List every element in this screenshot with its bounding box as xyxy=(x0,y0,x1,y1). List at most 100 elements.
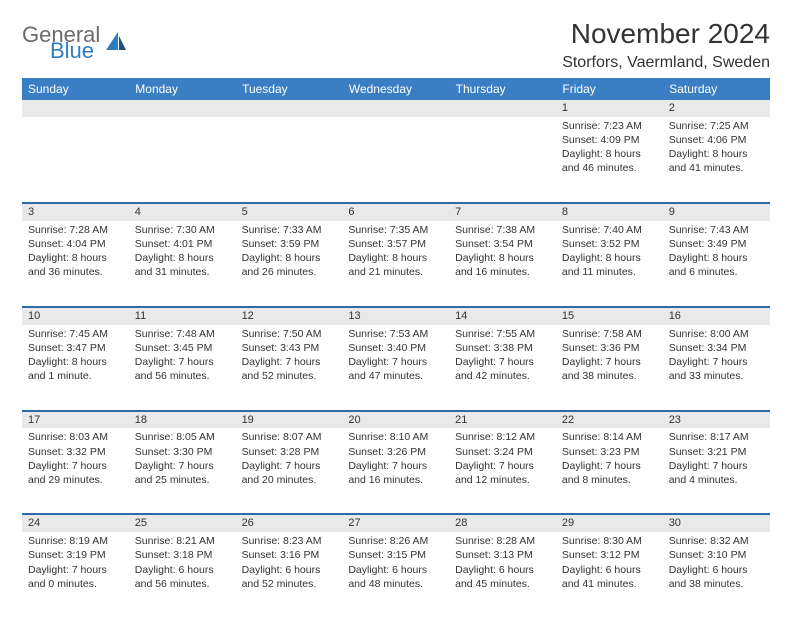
day-number: 23 xyxy=(663,411,770,429)
daynum-row: 17181920212223 xyxy=(22,411,770,429)
day-number xyxy=(129,100,236,117)
day-cell: Sunrise: 7:30 AMSunset: 4:01 PMDaylight:… xyxy=(129,221,236,307)
day-cell: Sunrise: 7:23 AMSunset: 4:09 PMDaylight:… xyxy=(556,117,663,203)
day-number xyxy=(22,100,129,117)
sunrise: Sunrise: 8:21 AM xyxy=(135,534,230,548)
sunrise: Sunrise: 8:03 AM xyxy=(28,430,123,444)
sunrise: Sunrise: 8:17 AM xyxy=(669,430,764,444)
day-cell: Sunrise: 7:25 AMSunset: 4:06 PMDaylight:… xyxy=(663,117,770,203)
sunset: Sunset: 3:10 PM xyxy=(669,548,764,562)
day-number: 26 xyxy=(236,514,343,532)
daylight: Daylight: 8 hours and 26 minutes. xyxy=(242,251,337,279)
month-title: November 2024 xyxy=(562,18,770,50)
sunset: Sunset: 3:16 PM xyxy=(242,548,337,562)
sunset: Sunset: 3:23 PM xyxy=(562,445,657,459)
daylight: Daylight: 7 hours and 25 minutes. xyxy=(135,459,230,487)
day-number xyxy=(342,100,449,117)
day-number: 2 xyxy=(663,100,770,117)
sunrise: Sunrise: 8:10 AM xyxy=(348,430,443,444)
daylight: Daylight: 6 hours and 52 minutes. xyxy=(242,563,337,591)
header: General Blue November 2024 Storfors, Vae… xyxy=(22,18,770,72)
sunset: Sunset: 3:40 PM xyxy=(348,341,443,355)
day-number: 21 xyxy=(449,411,556,429)
sunset: Sunset: 3:57 PM xyxy=(348,237,443,251)
sunset: Sunset: 3:32 PM xyxy=(28,445,123,459)
daylight: Daylight: 8 hours and 36 minutes. xyxy=(28,251,123,279)
sunset: Sunset: 3:19 PM xyxy=(28,548,123,562)
day-number: 4 xyxy=(129,203,236,221)
day-number: 6 xyxy=(342,203,449,221)
day-number: 17 xyxy=(22,411,129,429)
day-number: 3 xyxy=(22,203,129,221)
day-number: 25 xyxy=(129,514,236,532)
day-number: 11 xyxy=(129,307,236,325)
daylight: Daylight: 6 hours and 45 minutes. xyxy=(455,563,550,591)
day-cell xyxy=(342,117,449,203)
sunset: Sunset: 3:36 PM xyxy=(562,341,657,355)
day-cell: Sunrise: 8:23 AMSunset: 3:16 PMDaylight:… xyxy=(236,532,343,618)
day-number: 22 xyxy=(556,411,663,429)
day-number xyxy=(236,100,343,117)
day-number: 15 xyxy=(556,307,663,325)
sunrise: Sunrise: 8:05 AM xyxy=(135,430,230,444)
sunset: Sunset: 3:26 PM xyxy=(348,445,443,459)
day-cell: Sunrise: 8:07 AMSunset: 3:28 PMDaylight:… xyxy=(236,428,343,514)
sunrise: Sunrise: 7:33 AM xyxy=(242,223,337,237)
day-cell xyxy=(22,117,129,203)
daynum-row: 24252627282930 xyxy=(22,514,770,532)
sunset: Sunset: 4:01 PM xyxy=(135,237,230,251)
day-cell: Sunrise: 8:17 AMSunset: 3:21 PMDaylight:… xyxy=(663,428,770,514)
day-number: 8 xyxy=(556,203,663,221)
sunrise: Sunrise: 7:50 AM xyxy=(242,327,337,341)
sunset: Sunset: 3:12 PM xyxy=(562,548,657,562)
daylight: Daylight: 8 hours and 41 minutes. xyxy=(669,147,764,175)
sunrise: Sunrise: 8:28 AM xyxy=(455,534,550,548)
day-cell: Sunrise: 8:28 AMSunset: 3:13 PMDaylight:… xyxy=(449,532,556,618)
daylight: Daylight: 7 hours and 42 minutes. xyxy=(455,355,550,383)
daylight: Daylight: 6 hours and 41 minutes. xyxy=(562,563,657,591)
day-cell: Sunrise: 8:14 AMSunset: 3:23 PMDaylight:… xyxy=(556,428,663,514)
daylight: Daylight: 8 hours and 31 minutes. xyxy=(135,251,230,279)
day-number xyxy=(449,100,556,117)
sunset: Sunset: 3:54 PM xyxy=(455,237,550,251)
daylight: Daylight: 7 hours and 33 minutes. xyxy=(669,355,764,383)
day-number: 13 xyxy=(342,307,449,325)
day-cell: Sunrise: 7:48 AMSunset: 3:45 PMDaylight:… xyxy=(129,325,236,411)
day-cell: Sunrise: 8:32 AMSunset: 3:10 PMDaylight:… xyxy=(663,532,770,618)
daylight: Daylight: 7 hours and 38 minutes. xyxy=(562,355,657,383)
day-cell: Sunrise: 8:03 AMSunset: 3:32 PMDaylight:… xyxy=(22,428,129,514)
day-cell: Sunrise: 8:19 AMSunset: 3:19 PMDaylight:… xyxy=(22,532,129,618)
week-row: Sunrise: 7:23 AMSunset: 4:09 PMDaylight:… xyxy=(22,117,770,203)
sunrise: Sunrise: 7:40 AM xyxy=(562,223,657,237)
week-row: Sunrise: 8:03 AMSunset: 3:32 PM Daylight:… xyxy=(22,428,770,514)
week-row: Sunrise: 7:45 AMSunset: 3:47 PMDaylight:… xyxy=(22,325,770,411)
sunset: Sunset: 3:49 PM xyxy=(669,237,764,251)
daylight: Daylight: 7 hours and 47 minutes. xyxy=(348,355,443,383)
sunrise: Sunrise: 7:43 AM xyxy=(669,223,764,237)
sunset: Sunset: 3:24 PM xyxy=(455,445,550,459)
day-cell: Sunrise: 8:05 AMSunset: 3:30 PMDaylight:… xyxy=(129,428,236,514)
day-cell: Sunrise: 7:53 AMSunset: 3:40 PMDaylight:… xyxy=(342,325,449,411)
day-cell: Sunrise: 8:00 AMSunset: 3:34 PMDaylight:… xyxy=(663,325,770,411)
weekday-header: Monday xyxy=(129,78,236,100)
day-cell: Sunrise: 7:40 AMSunset: 3:52 PMDaylight:… xyxy=(556,221,663,307)
sunset: Sunset: 3:13 PM xyxy=(455,548,550,562)
sunrise: Sunrise: 8:19 AM xyxy=(28,534,123,548)
sunrise: Sunrise: 8:26 AM xyxy=(348,534,443,548)
calendar-table: Sunday Monday Tuesday Wednesday Thursday… xyxy=(22,78,770,618)
sunset: Sunset: 3:28 PM xyxy=(242,445,337,459)
daylight: Daylight: 8 hours and 6 minutes. xyxy=(669,251,764,279)
sunset: Sunset: 4:06 PM xyxy=(669,133,764,147)
day-number: 19 xyxy=(236,411,343,429)
daylight: Daylight: 6 hours and 48 minutes. xyxy=(348,563,443,591)
day-cell: Sunrise: 7:35 AMSunset: 3:57 PMDaylight:… xyxy=(342,221,449,307)
day-number: 18 xyxy=(129,411,236,429)
weekday-header: Sunday xyxy=(22,78,129,100)
day-cell: Sunrise: 8:12 AMSunset: 3:24 PMDaylight:… xyxy=(449,428,556,514)
day-number: 12 xyxy=(236,307,343,325)
sunrise: Sunrise: 7:45 AM xyxy=(28,327,123,341)
sunrise: Sunrise: 7:38 AM xyxy=(455,223,550,237)
day-cell: Sunrise: 7:58 AMSunset: 3:36 PMDaylight:… xyxy=(556,325,663,411)
sunrise: Sunrise: 8:32 AM xyxy=(669,534,764,548)
day-cell: Sunrise: 7:45 AMSunset: 3:47 PMDaylight:… xyxy=(22,325,129,411)
